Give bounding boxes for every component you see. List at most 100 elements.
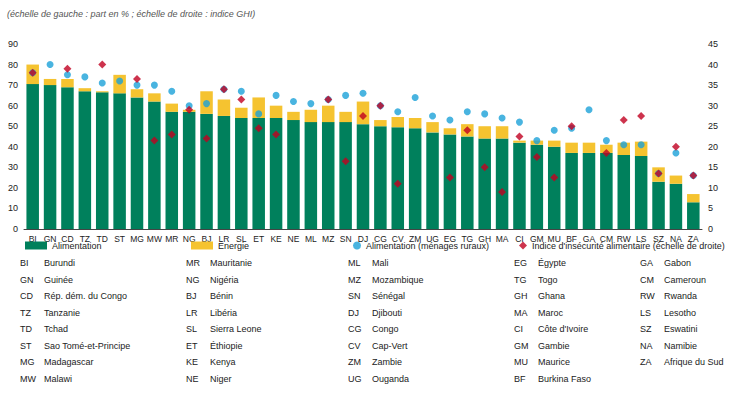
svg-text:70: 70 xyxy=(8,80,18,90)
html-text:LR: LR xyxy=(186,307,198,318)
svg-text:30: 30 xyxy=(708,101,718,111)
svg-text:15: 15 xyxy=(708,162,718,172)
html-text:Mozambique: Mozambique xyxy=(372,274,424,285)
html-text:Togo: Togo xyxy=(538,274,558,285)
svg-text:LR: LR xyxy=(218,233,230,244)
html-text:ST: ST xyxy=(20,340,32,351)
svg-text:ET: ET xyxy=(253,234,264,244)
svg-text:MA: MA xyxy=(496,234,509,244)
html-text:TZ: TZ xyxy=(20,307,31,318)
html-text:Niger: Niger xyxy=(210,373,232,384)
html-text:UG: UG xyxy=(348,373,362,384)
svg-text:45: 45 xyxy=(708,39,718,49)
html-text:Cap-Vert: Cap-Vert xyxy=(372,340,408,351)
svg-text:0: 0 xyxy=(708,224,713,234)
svg-text:BF: BF xyxy=(566,233,578,244)
svg-text:MZ: MZ xyxy=(322,234,334,244)
svg-text:0: 0 xyxy=(13,224,18,234)
svg-text:UG: UG xyxy=(426,233,439,244)
html-text:MA: MA xyxy=(514,307,528,318)
svg-text:35: 35 xyxy=(708,80,718,90)
svg-text:20: 20 xyxy=(708,142,718,152)
svg-text:DJ: DJ xyxy=(357,233,369,244)
html-text:MW: MW xyxy=(20,373,36,384)
svg-text:MW: MW xyxy=(147,234,162,244)
svg-text:SN: SN xyxy=(340,234,352,244)
html-text:GN: GN xyxy=(20,274,34,285)
html-text:Ouganda: Ouganda xyxy=(372,373,409,384)
svg-text:CI: CI xyxy=(515,234,524,244)
svg-text:SL: SL xyxy=(236,233,247,244)
html-text:Lesotho: Lesotho xyxy=(664,307,696,318)
html-text:GA CM RW: GA CM RW xyxy=(582,233,631,244)
html-text:NE: NE xyxy=(186,373,199,384)
html-text:TG: TG xyxy=(514,274,527,285)
html-text:Libéria: Libéria xyxy=(210,307,237,318)
svg-text:80: 80 xyxy=(8,60,18,70)
svg-text:Indice d'insécurité alimentair: Indice d'insécurité alimentaire (échelle… xyxy=(532,241,725,251)
svg-text:MG: MG xyxy=(130,234,144,244)
html-text:Burkina Faso: Burkina Faso xyxy=(538,373,591,384)
svg-text:Énergie: Énergie xyxy=(218,241,249,251)
svg-text:20: 20 xyxy=(8,183,18,193)
html-text:LS: LS xyxy=(640,307,651,318)
html-text:Cameroun: Cameroun xyxy=(664,274,706,285)
svg-text:LS: LS xyxy=(636,233,647,244)
svg-text:ST: ST xyxy=(114,234,125,244)
html-text:NA: NA xyxy=(640,340,653,351)
svg-text:MR: MR xyxy=(165,234,178,244)
html-text:CV: CV xyxy=(348,340,361,351)
html-text:Namibie: Namibie xyxy=(664,340,697,351)
svg-text:10: 10 xyxy=(708,183,718,193)
svg-text:25: 25 xyxy=(708,121,718,131)
html-text:MZ: MZ xyxy=(348,274,361,285)
html-text:Nigéria: Nigéria xyxy=(210,274,239,285)
svg-text:40: 40 xyxy=(708,60,718,70)
html-text:Burundi: Burundi xyxy=(44,258,75,268)
html-text:Guinée: Guinée xyxy=(44,274,73,285)
svg-text:NE: NE xyxy=(288,234,300,244)
svg-text:ZA: ZA xyxy=(687,233,699,244)
svg-text:TG: TG xyxy=(461,233,474,244)
svg-text:GN: GN xyxy=(43,233,57,244)
svg-text:CG: CG xyxy=(374,233,387,244)
svg-text:Alimentation (ménages ruraux): Alimentation (ménages ruraux) xyxy=(366,241,489,251)
svg-text:90: 90 xyxy=(8,39,18,49)
html-text:Sao Tomé-et-Principe: Sao Tomé-et-Principe xyxy=(44,340,131,351)
html-text:DJ: DJ xyxy=(348,307,359,318)
svg-text:60: 60 xyxy=(8,101,18,111)
html-text:CD: CD xyxy=(20,291,33,301)
svg-text:KE: KE xyxy=(270,234,282,244)
html-text:Gambie: Gambie xyxy=(538,340,570,351)
svg-text:ZM: ZM xyxy=(409,233,422,244)
svg-text:NG: NG xyxy=(182,233,196,244)
html-text:GM: GM xyxy=(514,340,529,351)
html-text:Éthiopie: Éthiopie xyxy=(210,340,243,351)
html-text:BF: BF xyxy=(514,373,526,384)
html-text:CM: CM xyxy=(640,274,654,285)
svg-text:GH: GH xyxy=(478,233,492,244)
svg-text:Alimentation: Alimentation xyxy=(52,241,102,251)
svg-text:(échelle de gauche : part en %: (échelle de gauche : part en % ; échelle… xyxy=(7,9,255,19)
svg-text:BJ: BJ xyxy=(201,233,212,244)
svg-text:TZ: TZ xyxy=(79,233,90,244)
html-text:ET: ET xyxy=(186,340,198,351)
svg-text:NA: NA xyxy=(670,233,682,244)
svg-text:TD: TD xyxy=(96,233,108,244)
svg-text:50: 50 xyxy=(8,121,18,131)
svg-text:10: 10 xyxy=(8,203,18,213)
html-text:Maroc: Maroc xyxy=(538,307,563,318)
html-text:Malawi: Malawi xyxy=(44,373,72,384)
svg-text:30: 30 xyxy=(8,162,18,172)
html-text:Djibouti: Djibouti xyxy=(372,307,402,318)
svg-text:CD: CD xyxy=(61,233,74,244)
svg-text:ML: ML xyxy=(305,234,317,244)
svg-text:SZ: SZ xyxy=(653,233,664,244)
html-text:Tanzanie: Tanzanie xyxy=(44,307,80,318)
html-text:NG: NG xyxy=(186,274,200,285)
svg-text:CV: CV xyxy=(391,233,404,244)
html-text:GM MU: GM MU xyxy=(530,233,561,244)
svg-text:5: 5 xyxy=(708,203,713,213)
svg-text:EG: EG xyxy=(443,233,457,244)
svg-text:40: 40 xyxy=(8,142,18,152)
